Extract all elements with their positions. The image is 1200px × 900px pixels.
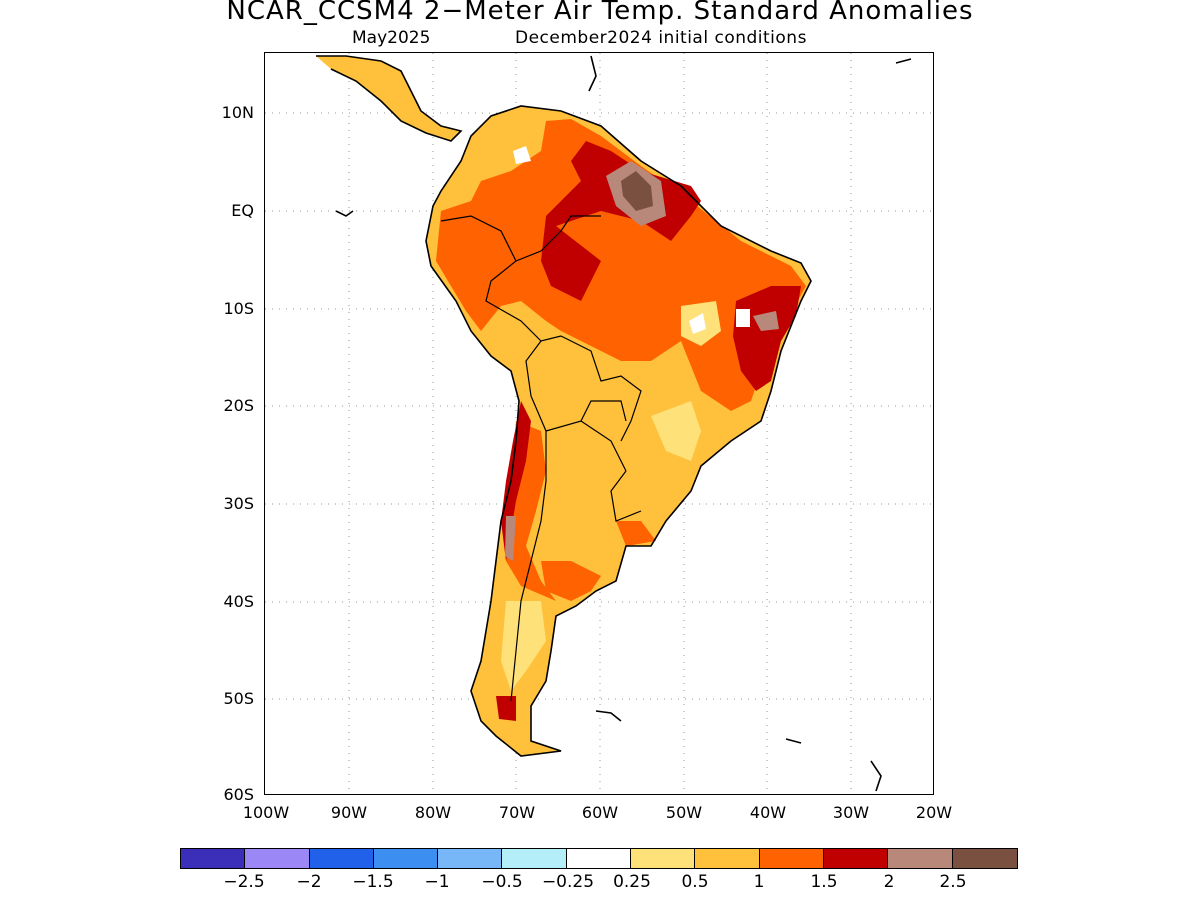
- legend-swatch: [695, 849, 760, 868]
- chart-title: NCAR_CCSM4 2−Meter Air Temp. Standard An…: [226, 0, 974, 26]
- lat-label-20s: 20S: [223, 396, 254, 415]
- near-zero-patch-north: [513, 146, 531, 164]
- legend-label: −2: [296, 872, 322, 892]
- lon-label-60w: 60W: [581, 803, 619, 822]
- country-borders: [440, 215, 642, 702]
- legend-label: 1: [753, 872, 765, 892]
- lat-label-60s: 60S: [223, 785, 254, 804]
- initial-conditions: December2024 initial conditions: [515, 28, 807, 48]
- lat-label-eq: EQ: [231, 201, 254, 220]
- anomaly-zone-1-1.5: [436, 119, 806, 411]
- lat-label-50s: 50S: [223, 689, 254, 708]
- central-america-fill: [316, 56, 461, 141]
- lat-label-10n: 10N: [221, 103, 254, 122]
- lon-label-20w: 20W: [915, 803, 953, 822]
- legend-swatch: [823, 849, 889, 868]
- color-legend: [180, 848, 1018, 869]
- legend-label: 0.5: [681, 872, 709, 892]
- anomaly-zone-argentina: [541, 561, 601, 601]
- lon-label-30w: 30W: [832, 803, 870, 822]
- lat-label-30s: 30S: [223, 494, 254, 513]
- lon-label-50w: 50W: [665, 803, 703, 822]
- legend-swatch: [759, 849, 824, 868]
- forecast-month: May2025: [352, 28, 431, 48]
- legend-label: −1.5: [352, 872, 394, 892]
- lat-label-10s: 10S: [223, 299, 254, 318]
- legend-swatch: [438, 849, 503, 868]
- legend-label: 0.25: [613, 872, 651, 892]
- legend-label: −0.25: [541, 872, 595, 892]
- anomaly-zone-uruguay: [616, 521, 656, 546]
- legend-swatch: [631, 849, 696, 868]
- lon-label-90w: 90W: [330, 803, 368, 822]
- legend-swatch: [373, 849, 439, 868]
- lon-label-80w: 80W: [414, 803, 452, 822]
- legend-label: 2: [883, 872, 895, 892]
- lon-label-40w: 40W: [749, 803, 787, 822]
- near-zero-patch-brazil: [689, 313, 706, 334]
- legend-label: 1.5: [810, 872, 838, 892]
- legend-label: −1: [424, 872, 450, 892]
- legend-swatch: [952, 849, 1017, 868]
- lon-label-100w: 100W: [242, 803, 290, 822]
- anomaly-zone-above-2.5: [621, 171, 653, 211]
- anomaly-zone-2-2.5-chile: [505, 516, 516, 561]
- lat-label-40s: 40S: [223, 592, 254, 611]
- lon-label-70w: 70W: [498, 803, 536, 822]
- legend-swatch: [245, 849, 310, 868]
- legend-label: 2.5: [939, 872, 967, 892]
- legend-label: −2.5: [223, 872, 265, 892]
- legend-swatch: [309, 849, 374, 868]
- anomaly-zone-2-2.5-northeast: [753, 311, 779, 331]
- legend-label: −0.5: [481, 872, 523, 892]
- legend-swatch: [566, 849, 632, 868]
- map-panel: [264, 52, 934, 795]
- legend-swatch: [502, 849, 567, 868]
- legend-swatch: [888, 849, 953, 868]
- legend-swatch: [181, 849, 246, 868]
- coastlines: [316, 55, 912, 792]
- anomaly-zone-patagonia: [501, 601, 546, 691]
- anomaly-zone-1.5-2-tierra: [496, 696, 516, 721]
- anomaly-map: [265, 53, 933, 794]
- anomaly-zone-0.25-0.5: [651, 401, 701, 461]
- near-zero-cell: [736, 309, 750, 327]
